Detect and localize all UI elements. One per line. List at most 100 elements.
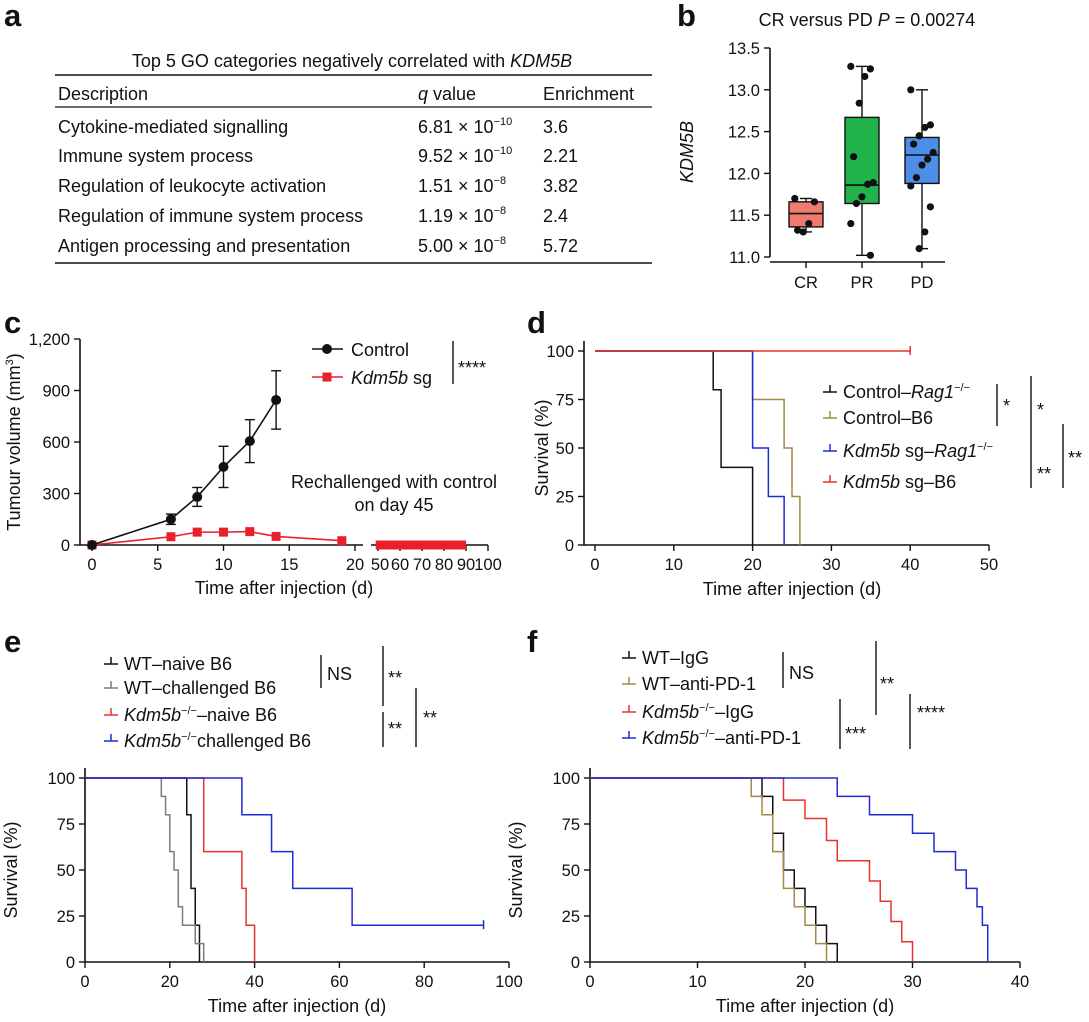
data-point [921,123,929,132]
data-point [810,198,819,206]
legend-label-part: sg–B6 [900,472,956,492]
data-point [847,219,855,228]
panel-label-e: e [4,624,21,659]
data-point [805,219,813,228]
y-tick-label: 0 [61,537,70,555]
data-point [861,72,869,81]
data-point [866,251,875,259]
y-tick-label: 13.0 [728,82,760,100]
panel-label-b: b [677,0,696,33]
survival-panel-d: 0 25 50 75 100 0 10 20 30 40 50 Time after injectio… [532,341,1082,599]
y-tick-label: 11.0 [729,249,760,267]
q-mantissa: 1.51 × 10 [418,176,494,196]
significance-label: ** [423,708,437,728]
y-tick-label: 100 [47,770,75,788]
y-tick-label: 600 [42,434,70,452]
legend-label: Kdm5b−/−–IgG [642,702,754,722]
table-title: Top 5 GO categories negatively correlate… [132,51,572,71]
header-enrichment: Enrichment [543,84,634,104]
x-tick-label: 40 [1011,973,1029,991]
x-tick-label: 5 [153,556,162,574]
legend-label-kdm5b: Kdm5b sg [351,368,432,388]
series-point-kdm5b [457,540,467,550]
legend-label: Kdm5b−/−–naive B6 [124,705,277,725]
boxplot-title-part: P [878,10,890,30]
table-cell-description: Immune system process [58,146,253,166]
data-point [852,199,861,208]
series-point-kdm5b [245,527,255,537]
series-point-control [87,540,97,550]
header-description: Description [58,84,148,104]
table-cell-enrichment: 5.72 [543,236,578,256]
legend-label-part: WT–naive B6 [124,654,232,674]
x-tick-label: 100 [474,556,502,574]
x-tick-label: CR [794,274,818,292]
significance-label: * [1003,396,1010,416]
table-cell-description: Cytokine-mediated signalling [58,117,288,137]
y-tick-label: 50 [57,862,75,880]
data-point [799,228,807,236]
box-PR [844,116,880,205]
x-tick-label: 20 [346,556,364,574]
y-axis-label: Survival (%) [1,821,21,918]
legend-label-kdm5b-part: sg [408,368,432,388]
significance-label: ** [388,719,402,739]
legend-label-part: Kdm5b [124,731,181,751]
survival-curve [595,350,785,545]
box-PD [904,136,940,185]
legend-label-part: WT–IgG [642,648,709,668]
x-axis-label: Time after injection (d) [716,996,894,1016]
legend-label: WT–IgG [642,648,709,668]
y-axis-label-part: Tumour volume (mm [4,365,24,530]
series-point-kdm5b [428,540,438,550]
x-tick-label: 40 [245,973,263,991]
x-tick-label: 20 [743,556,761,574]
survival-curve [590,777,914,962]
series-point-kdm5b [439,540,449,550]
table-cell-q: 1.51 × 10−8 [418,175,506,196]
y-tick-label: 13.5 [728,40,760,58]
y-tick-label: 900 [42,383,70,401]
data-point [866,65,875,73]
x-tick-label: PR [851,274,874,292]
data-point [912,173,921,182]
header-q-value: q value [418,84,476,104]
legend-label-part: –anti-PD-1 [715,728,801,748]
y-axis-label: Tumour volume (mm3) [4,353,24,530]
data-point [864,180,872,188]
x-axis-label: Time after injection (d) [703,579,881,599]
table-cell-description: Antigen processing and presentation [58,236,350,256]
survival-curve [85,777,201,962]
x-tick-label: 50 [980,556,998,574]
survival-curve [590,777,838,962]
q-exponent: −10 [494,116,513,128]
y-tick-label: 75 [57,816,75,834]
legend-label: Kdm5b−/−challenged B6 [124,731,311,751]
data-point [907,86,915,94]
legend-label-part: –naive B6 [197,705,277,725]
legend-label-part: Kdm5b [642,702,699,722]
data-point [858,193,866,201]
table-cell-description: Regulation of immune system process [58,206,363,226]
table-title-text: Top 5 GO categories negatively correlate… [132,51,510,71]
y-tick-label: 100 [546,343,574,361]
y-tick-label: 1,200 [29,331,70,349]
y-tick-label: 11.5 [729,207,760,225]
significance-label: * [1037,400,1044,420]
annotation: Rechallenged with control [291,472,497,492]
table-cell-enrichment: 3.6 [543,117,568,137]
boxplot-title: CR versus PD P = 0.00274 [759,10,976,30]
legend-label-part: −/− [977,441,993,453]
annotation: on day 45 [354,495,433,515]
significance-label: ** [388,668,402,688]
q-exponent: −8 [494,175,507,187]
series-point-kdm5b [271,531,281,541]
y-tick-label: 25 [562,908,580,926]
series-point-kdm5b [192,527,202,537]
x-tick-label: 30 [903,973,921,991]
legend-label: WT–challenged B6 [124,678,276,698]
table-cell-enrichment: 2.4 [543,206,568,226]
data-point [907,182,915,190]
x-tick-label: 0 [590,556,599,574]
data-point [921,228,929,236]
